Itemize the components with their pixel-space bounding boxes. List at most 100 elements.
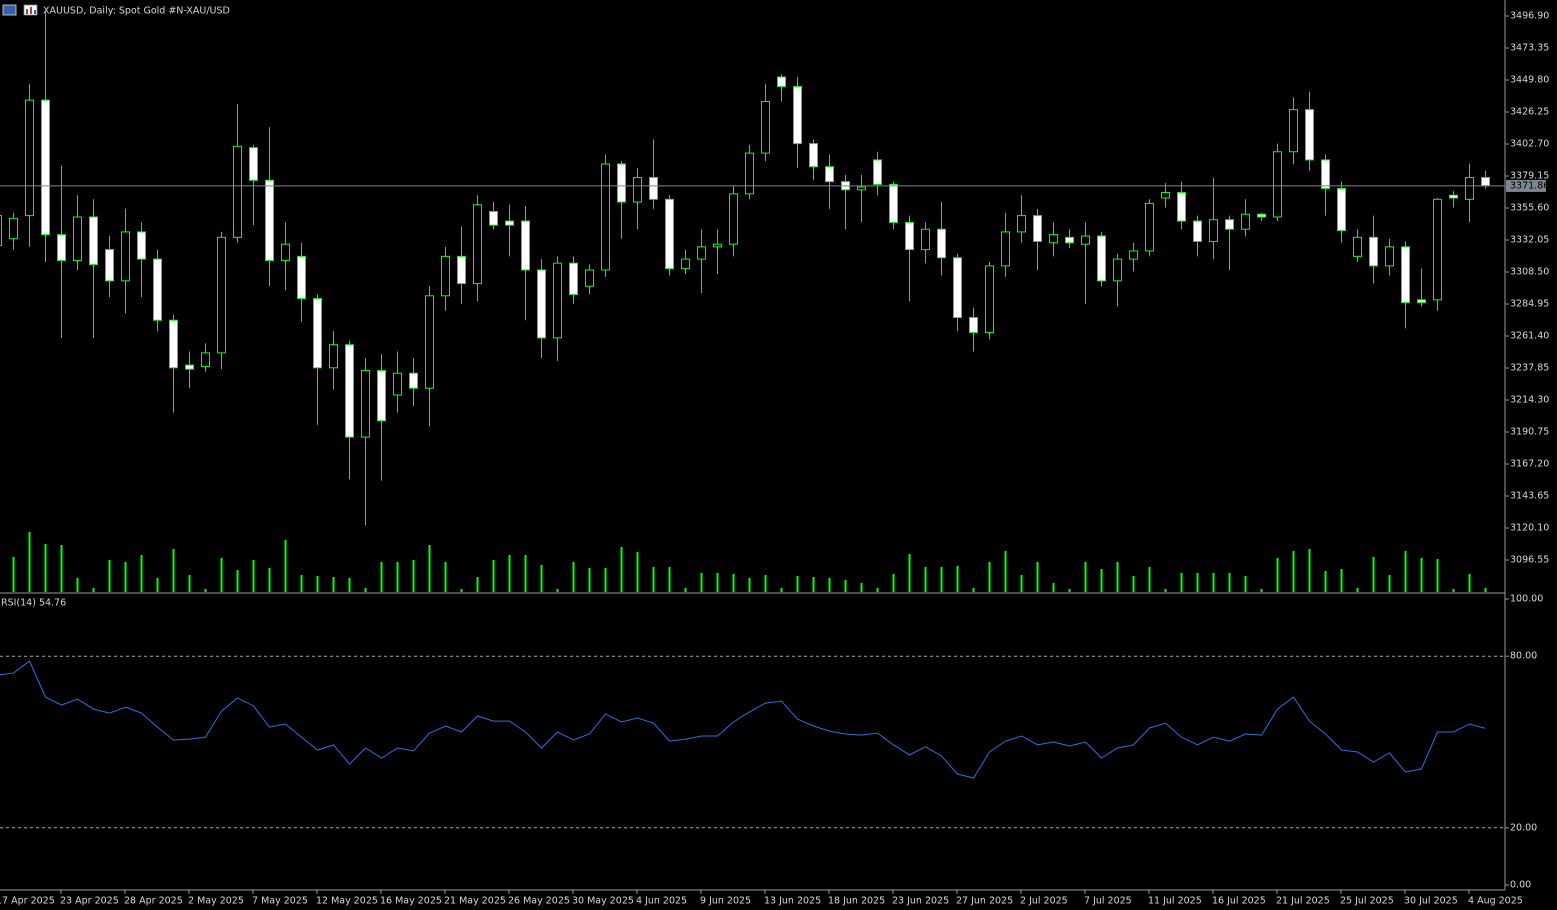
candle-body [937, 228, 946, 259]
y-tick-label: 3355.60 [1510, 203, 1549, 214]
candle-body [185, 364, 194, 370]
y-tick-label: 3284.95 [1510, 299, 1549, 310]
candle-body [1177, 192, 1186, 222]
header-icons [2, 4, 38, 16]
chart-icon-bar [30, 7, 32, 14]
candle-body [265, 179, 274, 261]
x-tick-label: 28 Apr 2025 [124, 896, 183, 907]
candle-body [25, 99, 34, 217]
y-tick-label: 0.00 [1510, 880, 1531, 891]
candle-body [793, 86, 802, 145]
y-tick-label: 3096.55 [1510, 555, 1549, 566]
candle-body [985, 265, 994, 333]
candle-body [249, 147, 258, 181]
x-tick-label: 18 Jun 2025 [828, 896, 885, 907]
candle-body [1353, 236, 1362, 257]
x-tick-label: 16 May 2025 [380, 896, 442, 907]
candle-body [1145, 202, 1154, 252]
x-tick-label: 17 Apr 2025 [0, 896, 55, 907]
y-tick-label: 3237.85 [1510, 363, 1549, 374]
candle-body [57, 234, 66, 261]
x-tick-label: 25 Jul 2025 [1340, 896, 1394, 907]
x-tick-label: 23 Jun 2025 [892, 896, 949, 907]
y-tick-label: 3379.15 [1510, 171, 1549, 182]
candle-body [1433, 198, 1442, 301]
candle-body [825, 166, 834, 183]
candle-body [169, 319, 178, 369]
candle-body [601, 163, 610, 271]
candle-body [1369, 236, 1378, 267]
candle-body [41, 99, 50, 236]
candle-body [425, 295, 434, 389]
y-tick-label: 3308.50 [1510, 267, 1549, 278]
candle-body [1401, 246, 1410, 304]
candle-body [761, 100, 770, 154]
candle-body [1033, 215, 1042, 242]
y-tick-label: 3120.10 [1510, 523, 1549, 534]
candle-body [1193, 220, 1202, 242]
y-tick-label: 3261.40 [1510, 331, 1549, 342]
y-tick-label: 3402.70 [1510, 139, 1549, 150]
candle-body [553, 262, 562, 339]
x-tick-label: 2 Jul 2025 [1020, 896, 1068, 907]
candle-body [713, 243, 722, 248]
candle-body [1209, 219, 1218, 242]
y-tick-label: 3214.30 [1510, 395, 1549, 406]
candle-body [905, 221, 914, 251]
candle-body [1465, 177, 1474, 200]
candle-body [105, 249, 114, 282]
x-tick-label: 23 Apr 2025 [60, 896, 119, 907]
candle-body [0, 215, 2, 247]
candle-body [137, 231, 146, 260]
candle-body [201, 352, 210, 367]
candle-body [473, 204, 482, 285]
candle-body [1225, 219, 1234, 230]
x-tick-label: 11 Jul 2025 [1148, 896, 1202, 907]
current-price-label: 3371.86 [1510, 180, 1549, 191]
candle-body [617, 163, 626, 203]
candle-body [745, 152, 754, 195]
candle-body [1049, 234, 1058, 244]
candle-body [1241, 213, 1250, 230]
candle-body [329, 344, 338, 369]
candle-body [921, 228, 930, 251]
candle-body [665, 198, 674, 270]
candle-body [1257, 213, 1266, 218]
x-tick-label: 16 Jul 2025 [1212, 896, 1266, 907]
candle-body [777, 76, 786, 88]
candle-body [313, 298, 322, 369]
y-tick-label: 3332.05 [1510, 235, 1549, 246]
candle-body [537, 269, 546, 339]
candle-body [233, 145, 242, 238]
candle-body [1273, 151, 1282, 218]
candle-body [9, 217, 18, 240]
y-tick-label: 3426.25 [1510, 107, 1549, 118]
x-tick-label: 30 May 2025 [572, 896, 634, 907]
x-tick-label: 4 Aug 2025 [1468, 896, 1523, 907]
x-tick-label: 2 May 2025 [188, 896, 244, 907]
y-tick-label: 100.00 [1510, 594, 1543, 605]
candle-body [1449, 194, 1458, 199]
candle-body [393, 372, 402, 396]
candle-body [1385, 246, 1394, 267]
candle-body [489, 211, 498, 226]
x-tick-label: 21 May 2025 [444, 896, 506, 907]
candle-body [1081, 235, 1090, 245]
y-tick-label: 20.00 [1510, 822, 1537, 833]
current-price-box [1506, 179, 1546, 192]
x-tick-label: 9 Jun 2025 [700, 896, 751, 907]
menu-icon[interactable] [2, 4, 17, 16]
chart-icon-bar [26, 9, 28, 14]
candle-body [649, 177, 658, 200]
candle-body [1129, 250, 1138, 260]
candle-body [409, 372, 418, 389]
y-tick-label: 3449.80 [1510, 75, 1549, 86]
candle-body [953, 257, 962, 319]
candle-body [521, 220, 530, 271]
x-tick-label: 30 Jul 2025 [1404, 896, 1458, 907]
rsi-line [0, 660, 1486, 779]
candle-body [1289, 109, 1298, 153]
candle-body [569, 262, 578, 295]
candle-body [1305, 109, 1314, 161]
